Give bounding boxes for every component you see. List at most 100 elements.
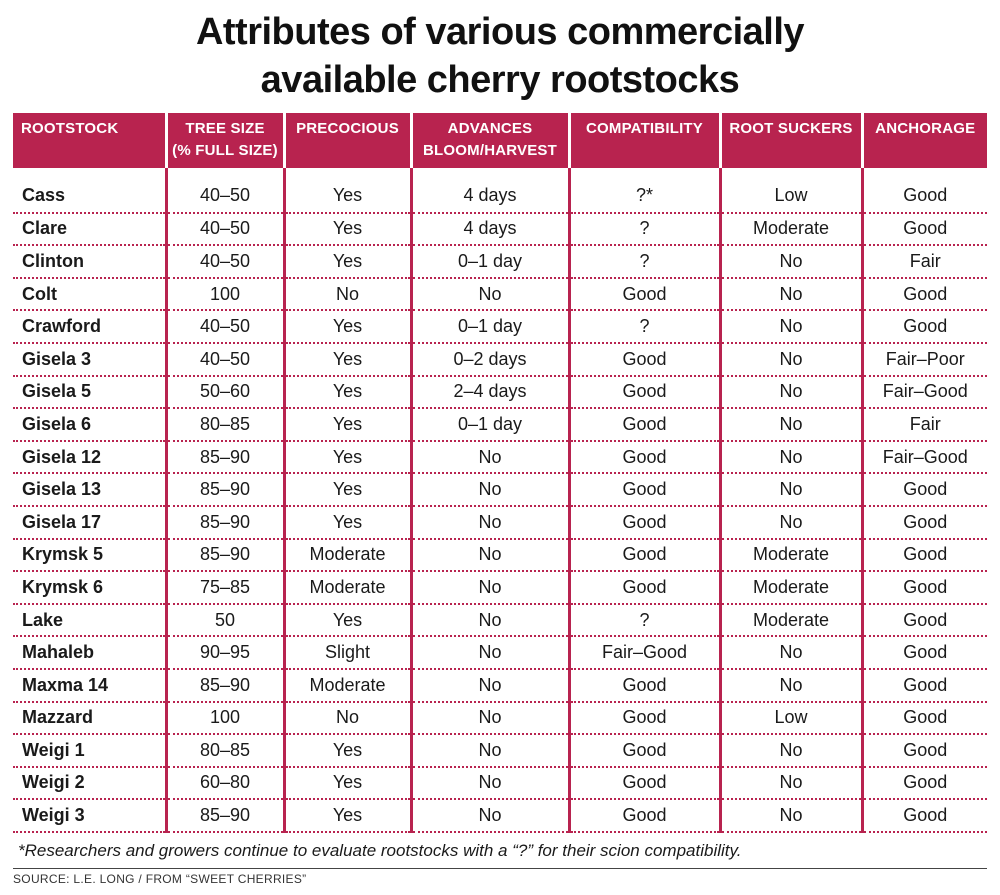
cell-precocious: Yes: [282, 310, 411, 344]
cell-tree-size: 40–50: [164, 342, 284, 377]
cell-advances-bloom-harvest: No: [409, 473, 569, 507]
cell-precocious: Yes: [282, 505, 411, 540]
rootstock-name-cell: Weigi 3: [13, 799, 166, 833]
table-row: Gisela 13 85–90 Yes No Good No Good: [13, 473, 987, 507]
rootstock-name-cell: Gisela 17: [13, 505, 166, 540]
cell-tree-size: 50: [164, 603, 284, 638]
rootstock-name-cell: Gisela 3: [13, 342, 166, 377]
cell-root-suckers: No: [718, 375, 862, 410]
rootstock-name-cell: Crawford: [13, 310, 166, 344]
title-line-1: Attributes of various commercially: [195, 11, 805, 53]
table-row: Maxma 14 85–90 Moderate No Good No Good: [13, 668, 987, 703]
rootstock-name-cell: Maxma 14: [13, 668, 166, 703]
cell-tree-size: 80–85: [164, 734, 284, 768]
cell-root-suckers: No: [718, 440, 862, 475]
cell-compatibility: Good: [567, 668, 720, 703]
cell-advances-bloom-harvest: No: [409, 538, 569, 573]
cell-precocious: Yes: [282, 734, 411, 768]
cell-anchorage: Good: [860, 734, 987, 768]
cell-anchorage: Fair: [860, 245, 987, 279]
cell-root-suckers: Low: [718, 701, 862, 736]
cell-advances-bloom-harvest: 0–1 day: [409, 310, 569, 344]
cell-compatibility: ?: [567, 310, 720, 344]
cell-root-suckers: No: [718, 473, 862, 507]
cell-precocious: Yes: [282, 375, 411, 410]
cell-compatibility: Good: [567, 701, 720, 736]
cell-compatibility: ?: [567, 212, 720, 247]
cell-precocious: Yes: [282, 440, 411, 475]
cell-tree-size: 80–85: [164, 408, 284, 442]
rootstock-name-cell: Clare: [13, 212, 166, 247]
rootstock-name-cell: Krymsk 5: [13, 538, 166, 573]
cell-anchorage: Good: [860, 636, 987, 670]
cell-precocious: No: [282, 701, 411, 736]
footnote: *Researchers and growers continue to eva…: [18, 841, 742, 860]
cell-precocious: Yes: [282, 180, 411, 214]
table-row: Clare 40–50 Yes 4 days? Moderate Good: [13, 212, 987, 247]
column-header-line-1: TREE SIZE: [185, 120, 265, 137]
rootstock-name-cell: Weigi 2: [13, 766, 166, 801]
page-title: Attributes of various commercially avail…: [0, 8, 1000, 104]
column-header-line-1: COMPATIBILITY: [585, 120, 704, 137]
cell-tree-size: 40–50: [164, 212, 284, 247]
rootstock-name-cell: Cass: [13, 180, 166, 214]
cell-compatibility: Good: [567, 505, 720, 540]
cell-compatibility: Good: [567, 277, 720, 312]
cell-advances-bloom-harvest: No: [409, 734, 569, 768]
cell-compatibility: Good: [567, 538, 720, 573]
cell-anchorage: Good: [860, 668, 987, 703]
table-row: Mahaleb 90–95 Slight No Fair–Good No Good: [13, 636, 987, 670]
cell-compatibility: Good: [567, 375, 720, 410]
cell-precocious: Moderate: [282, 571, 411, 605]
cell-anchorage: Good: [860, 180, 987, 214]
rootstock-name-cell: Colt: [13, 277, 166, 312]
rootstock-name-cell: Mazzard: [13, 701, 166, 736]
cell-advances-bloom-harvest: No: [409, 636, 569, 670]
cell-tree-size: 85–90: [164, 440, 284, 475]
column-header-rootstock: ROOTSTOCK: [13, 113, 166, 168]
cell-advances-bloom-harvest: 4 days: [409, 180, 569, 214]
cell-tree-size: 85–90: [164, 505, 284, 540]
cell-compatibility: Good: [567, 799, 720, 833]
column-header-compatibility: COMPATIBILITY: [567, 113, 720, 168]
cell-tree-size: 50–60: [164, 375, 284, 410]
cell-root-suckers: No: [718, 342, 862, 377]
column-header-line-1: PRECOCIOUS: [296, 120, 399, 137]
cell-advances-bloom-harvest: No: [409, 505, 569, 540]
column-header-root-suckers: ROOT SUCKERS: [718, 113, 862, 168]
cell-compatibility: Good: [567, 473, 720, 507]
cell-tree-size: 85–90: [164, 538, 284, 573]
cell-compatibility: ?: [567, 245, 720, 279]
rootstock-name-cell: Gisela 6: [13, 408, 166, 442]
cell-advances-bloom-harvest: No: [409, 766, 569, 801]
cell-anchorage: Good: [860, 766, 987, 801]
cell-tree-size: 90–95: [164, 636, 284, 670]
cell-anchorage: Good: [860, 571, 987, 605]
cell-tree-size: 100: [164, 277, 284, 312]
cell-anchorage: Good: [860, 310, 987, 344]
rootstock-name-cell: Mahaleb: [13, 636, 166, 670]
cell-root-suckers: Moderate: [718, 603, 862, 638]
cell-advances-bloom-harvest: No: [409, 799, 569, 833]
cell-advances-bloom-harvest: 4 days: [409, 212, 569, 247]
rootstock-name-cell: Weigi 1: [13, 734, 166, 768]
cell-precocious: Yes: [282, 766, 411, 801]
cell-root-suckers: No: [718, 799, 862, 833]
cell-root-suckers: Moderate: [718, 538, 862, 573]
cell-precocious: Yes: [282, 212, 411, 247]
cell-compatibility: Good: [567, 734, 720, 768]
table-row: Clinton 40–50 Yes 0–1 day? No Fair: [13, 245, 987, 279]
cell-precocious: Yes: [282, 245, 411, 279]
table-row: Mazzard 100 No No Good Low Good: [13, 701, 987, 736]
cell-advances-bloom-harvest: No: [409, 603, 569, 638]
cell-root-suckers: No: [718, 245, 862, 279]
cell-precocious: Slight: [282, 636, 411, 670]
cell-anchorage: Good: [860, 277, 987, 312]
table-row: Weigi 3 85–90 Yes No Good No Good: [13, 799, 987, 833]
cell-anchorage: Good: [860, 212, 987, 247]
cell-root-suckers: Low: [718, 180, 862, 214]
cell-root-suckers: No: [718, 277, 862, 312]
table-row: Colt 100 No No Good No Good: [13, 277, 987, 312]
column-header-line-1: ROOTSTOCK: [21, 120, 119, 137]
table-row: Gisela 17 85–90 Yes No Good No Good: [13, 505, 987, 540]
